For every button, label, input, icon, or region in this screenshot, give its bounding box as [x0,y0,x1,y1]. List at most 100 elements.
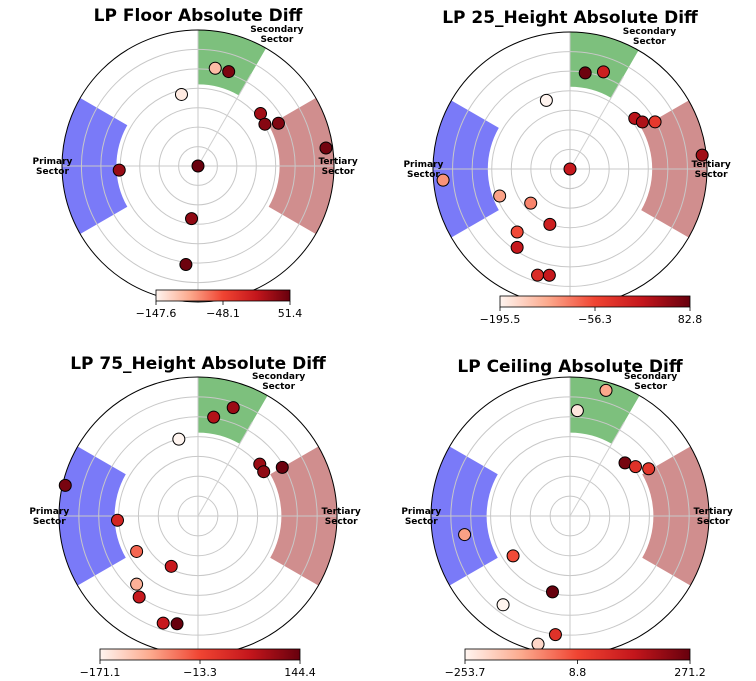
data-point [257,465,271,479]
data-point [207,410,221,424]
secondary-sector-label: Sector [262,382,295,392]
data-point [545,585,559,599]
colorbar [155,289,291,302]
panel-title: LP Floor Absolute Diff [94,6,303,26]
primary-sector-label: Primary [29,507,69,517]
tertiary-sector-label: Sector [695,170,728,180]
colorbar-tick-label: −13.3 [183,666,217,679]
data-point [170,617,184,631]
data-point [319,141,333,155]
data-point [596,65,610,79]
data-point [635,115,649,129]
polar-panel-3: LP 75_Height Absolute DiffSecondarySecto… [29,354,361,679]
data-point [208,61,222,75]
secondary-sector [570,377,640,444]
tertiary-sector-label: Tertiary [691,160,730,170]
data-point [599,383,613,397]
colorbar-tick-label: −171.1 [80,666,121,679]
tertiary-sector-label: Sector [325,517,358,527]
data-point [130,544,144,558]
data-point [179,258,193,272]
data-point [164,559,178,573]
data-point [506,549,520,563]
tertiary-sector-label: Sector [322,167,355,177]
direction-line [197,421,253,517]
data-point [174,87,188,101]
colorbar-tick-label: −147.6 [136,307,177,320]
data-point [271,116,285,130]
data-point [531,637,545,651]
colorbar-tick-label: 144.4 [284,666,316,679]
secondary-sector [570,32,639,98]
data-point [132,590,146,604]
data-point [275,460,289,474]
secondary-sector-label: Sector [634,382,667,392]
primary-sector-label: Sector [407,170,440,180]
data-point [191,159,205,173]
secondary-sector-label: Secondary [624,372,677,382]
data-point [695,148,709,162]
direction-line [569,421,625,517]
data-point [436,173,450,187]
primary-sector-label: Sector [405,517,438,527]
data-point [570,404,584,418]
data-point [642,462,656,476]
data-point [496,598,510,612]
primary-sector-label: Primary [401,507,441,517]
secondary-sector-label: Secondary [250,25,303,35]
data-point [539,93,553,107]
tertiary-sector-label: Sector [697,517,730,527]
data-point [548,628,562,642]
colorbar-tick-label: −195.5 [480,313,521,326]
panel-title: LP 25_Height Absolute Diff [442,8,698,28]
data-point [543,217,557,231]
data-point [524,196,538,210]
colorbar [464,648,691,661]
panel-title: LP Ceiling Absolute Diff [457,357,682,377]
primary-sector-label: Sector [33,517,66,527]
colorbar-tick-label: −48.1 [206,307,240,320]
colorbar-tick-label: 271.2 [674,666,706,679]
tertiary-sector-label: Tertiary [318,157,357,167]
data-point [185,212,199,226]
colorbar-tick-label: −56.3 [578,313,612,326]
data-point [493,189,507,203]
polar-panel-1: LP Floor Absolute DiffSecondarySectorTer… [33,6,358,320]
secondary-sector [198,29,266,96]
secondary-sector-label: Secondary [623,27,676,37]
data-point [578,66,592,80]
secondary-sector-label: Sector [633,37,666,47]
data-point [172,432,186,446]
primary-sector-label: Primary [33,157,73,167]
data-point [58,478,72,492]
polar-boundary [61,29,335,303]
colorbar-tick-label: 8.8 [569,666,587,679]
data-point [510,240,524,254]
secondary-sector-label: Secondary [252,372,305,382]
data-point [648,115,662,129]
data-point [542,268,556,282]
data-point [222,65,236,79]
direction-line [197,73,252,167]
colorbar-tick-label: 82.8 [678,313,703,326]
primary-sector-label: Primary [403,160,443,170]
data-point [110,513,124,527]
tertiary-sector-label: Tertiary [694,507,733,517]
data-point [112,163,126,177]
colorbar-tick-label: 51.4 [278,307,303,320]
data-point [226,401,240,415]
data-point [156,616,170,630]
data-point [258,117,272,131]
data-point [563,162,577,176]
primary-sector-label: Sector [36,167,69,177]
data-point [531,268,545,282]
colorbar [499,295,691,308]
data-point [628,460,642,474]
direction-line [569,76,624,170]
secondary-sector-label: Sector [260,35,293,45]
data-point [458,528,472,542]
panel-title: LP 75_Height Absolute Diff [70,354,326,374]
colorbar-tick-label: −253.7 [445,666,486,679]
tertiary-sector-label: Tertiary [322,507,361,517]
